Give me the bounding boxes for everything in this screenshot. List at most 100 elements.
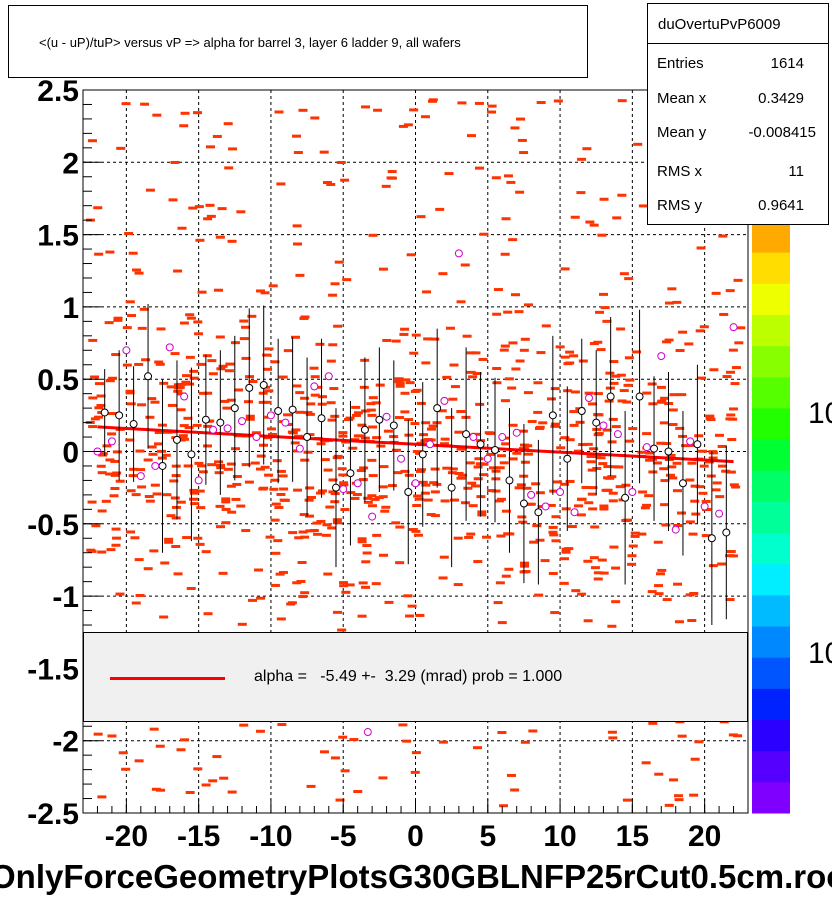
- profile-point: [577, 407, 586, 416]
- hist-cell: [590, 566, 600, 570]
- hist-cell: [609, 360, 619, 364]
- hist-cell: [518, 429, 528, 433]
- hist-cell: [340, 508, 350, 512]
- hist-cell: [218, 364, 228, 368]
- hist-cell: [292, 224, 302, 228]
- hist-cell: [381, 184, 391, 188]
- hist-cell: [473, 560, 483, 564]
- profile-point: [158, 461, 167, 470]
- hist-cell: [267, 432, 277, 436]
- hist-cell: [188, 497, 198, 501]
- hist-cell: [708, 456, 718, 460]
- palette-swatch: [752, 283, 790, 315]
- hist-cell: [189, 369, 199, 373]
- hist-cell: [195, 542, 205, 546]
- hist-cell: [622, 400, 632, 404]
- hist-cell: [256, 454, 266, 458]
- palette-swatch: [752, 594, 790, 627]
- hist-cell: [409, 351, 419, 355]
- hist-cell: [391, 448, 401, 452]
- hist-cell: [638, 490, 648, 494]
- file-name-footer: OnlyForceGeometryPlotsG30GBLNFP25rCut0.5…: [0, 858, 832, 895]
- hist-cell: [637, 450, 647, 454]
- hist-cell: [126, 402, 136, 406]
- hist-cell: [135, 449, 145, 453]
- hist-cell: [420, 439, 430, 443]
- hist-cell: [373, 108, 383, 112]
- palette-swatch: [752, 781, 790, 814]
- hist-cell: [438, 740, 448, 744]
- hist-cell: [356, 469, 366, 473]
- hist-cell: [413, 494, 423, 498]
- hist-cell: [672, 489, 682, 493]
- alt-point: [657, 352, 666, 361]
- hist-cell: [471, 484, 481, 488]
- palette-swatch: [752, 626, 790, 658]
- hist-cell: [506, 180, 516, 184]
- alt-point: [425, 440, 434, 449]
- hist-cell: [278, 474, 288, 478]
- hist-cell: [316, 491, 326, 495]
- hist-cell: [239, 337, 249, 341]
- hist-cell: [319, 150, 329, 154]
- hist-cell: [696, 246, 706, 250]
- profile-point: [317, 414, 326, 423]
- hist-cell: [619, 272, 629, 276]
- profile-point: [678, 479, 687, 488]
- hist-cell: [416, 468, 426, 472]
- hist-cell: [380, 509, 390, 513]
- hist-cell: [479, 232, 489, 236]
- hist-cell: [408, 528, 418, 532]
- stats-value: 0.3429: [758, 90, 804, 107]
- hist-cell: [551, 422, 561, 426]
- hist-cell: [184, 426, 194, 430]
- hist-cell: [176, 748, 186, 752]
- hist-cell: [726, 470, 736, 474]
- hist-cell: [357, 614, 367, 618]
- hist-cell: [492, 381, 502, 385]
- hist-cell: [328, 343, 338, 347]
- hist-cell: [611, 600, 621, 604]
- hist-cell: [315, 342, 325, 346]
- hist-cell: [497, 454, 507, 458]
- hist-cell: [213, 288, 223, 292]
- hist-cell: [132, 268, 142, 272]
- hist-cell: [669, 393, 679, 397]
- hist-cell: [593, 571, 603, 575]
- hist-cell: [330, 414, 340, 418]
- hist-cell: [98, 453, 108, 457]
- hist-cell: [395, 525, 405, 529]
- hist-cell: [587, 492, 597, 496]
- hist-cell: [325, 505, 335, 509]
- hist-cell: [675, 348, 685, 352]
- hist-cell: [546, 397, 556, 401]
- hist-cell: [207, 359, 217, 363]
- hist-cell: [573, 449, 583, 453]
- hist-cell: [523, 452, 533, 456]
- hist-cell: [654, 592, 664, 596]
- hist-cell: [507, 386, 517, 390]
- hist-cell: [231, 447, 241, 451]
- hist-cell: [371, 582, 381, 586]
- hist-cell: [456, 476, 466, 480]
- hist-cell: [619, 389, 629, 393]
- hist-cell: [317, 402, 327, 406]
- hist-cell: [593, 392, 603, 396]
- hist-cell: [338, 434, 348, 438]
- hist-cell: [466, 134, 476, 138]
- hist-cell: [426, 427, 436, 431]
- hist-cell: [288, 531, 298, 535]
- profile-points: [100, 304, 731, 626]
- hist-cell: [372, 436, 382, 440]
- hist-cell: [512, 451, 522, 455]
- hist-cell: [420, 491, 430, 495]
- hist-cell: [312, 521, 322, 525]
- alt-point: [107, 437, 116, 446]
- alt-point: [628, 487, 637, 496]
- hist-cell-dense: [477, 510, 487, 517]
- hist-cell: [695, 485, 705, 489]
- hist-cell: [698, 449, 708, 453]
- hist-cell: [685, 593, 695, 597]
- hist-cell: [339, 483, 349, 487]
- hist-cell: [294, 536, 304, 540]
